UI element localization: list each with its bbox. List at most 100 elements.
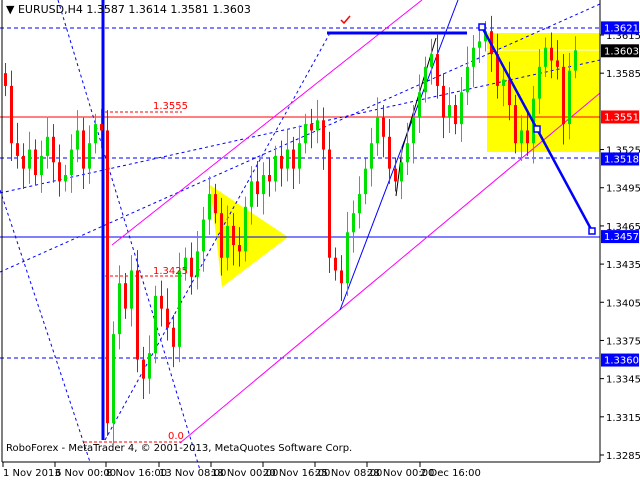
price-tag: 1.3518 (601, 152, 639, 166)
candle-body (382, 117, 385, 137)
candle-body (10, 85, 13, 144)
candle (130, 255, 133, 327)
candle-body (130, 270, 133, 309)
candle (388, 119, 391, 184)
candle-body (88, 143, 91, 169)
candle (466, 46, 469, 106)
y-tick-label: 1.3525 (606, 146, 640, 157)
candle-body (478, 41, 481, 48)
candle-body (346, 232, 349, 284)
candle-body (100, 124, 103, 131)
candle-body (454, 105, 457, 125)
y-tick-label: 1.3315 (606, 413, 640, 424)
price-tags: 1.3621 1.3603 1.3551 1.3518 1.3457 1.3360 (601, 21, 639, 367)
y-tick-label: 1.3375 (606, 336, 640, 347)
candle-body (202, 219, 205, 252)
candle (4, 63, 7, 97)
candle-body (70, 149, 73, 176)
candle (520, 115, 523, 162)
x-tick-label: 1 Nov 2013 (3, 468, 61, 479)
candle (190, 242, 193, 295)
candle-body (220, 213, 223, 258)
candle (28, 131, 31, 184)
candle-body (124, 283, 127, 309)
candle-body (256, 181, 259, 195)
y-tick-label: 1.3495 (606, 184, 640, 195)
forecast-node[interactable] (533, 125, 541, 133)
candle-body (232, 225, 235, 246)
candle-body (172, 327, 175, 347)
price-tag-bg (601, 110, 639, 124)
candle-body (334, 257, 337, 271)
candle (346, 211, 349, 296)
candle-body (22, 155, 25, 169)
target-zone-rect (487, 33, 600, 152)
candle (328, 131, 331, 274)
candle-body (94, 124, 97, 144)
open-value: 1.3587 (86, 3, 125, 16)
candle (40, 140, 43, 193)
candle-body (538, 66, 541, 99)
candle (142, 346, 145, 400)
candle-body (412, 117, 415, 144)
x-tick-label: 13 Nov 08:00 (159, 468, 226, 479)
y-axis: 1.3615 1.3585 1.3525 1.3495 1.3465 1.3435 1.34… (600, 31, 640, 462)
candle (382, 105, 385, 158)
x-tick-label: 8 Nov 16:00 (106, 468, 167, 479)
candle-body (496, 54, 499, 86)
trend-line (339, 0, 459, 311)
candle-body (280, 155, 283, 169)
candle (16, 122, 19, 169)
candle-body (262, 175, 265, 195)
candle (556, 40, 559, 80)
candle (418, 74, 421, 134)
forecast-node[interactable] (588, 227, 596, 235)
candle-body (304, 124, 307, 144)
fib-label: 1.3555 (153, 101, 188, 112)
candle (286, 129, 289, 182)
candle-body (364, 168, 367, 195)
candle-body (574, 50, 577, 71)
triangle-pattern (210, 185, 288, 287)
forecast-overlay (478, 23, 596, 235)
candle-body (550, 47, 553, 61)
candle-body (244, 206, 247, 252)
candle-body (160, 295, 163, 309)
candle (34, 139, 37, 186)
candle (424, 56, 427, 103)
channel-lower-line (179, 92, 601, 444)
candle (22, 143, 25, 190)
candle (148, 335, 151, 394)
price-tag: 1.3621 (601, 21, 639, 35)
candle (322, 107, 325, 170)
candle-body (226, 225, 229, 258)
price-tag-bg (601, 230, 639, 244)
candle-body (214, 194, 217, 214)
candle-body (274, 155, 277, 182)
candle (340, 255, 343, 302)
price-tag-label: 1.3457 (604, 232, 639, 243)
candle (88, 125, 91, 184)
candle (568, 52, 571, 140)
candle (292, 136, 295, 190)
candle-body (484, 31, 487, 42)
x-tick-label: 20 Nov 16:00 (263, 468, 330, 479)
candle (256, 161, 259, 207)
price-tag-label: 1.3518 (604, 154, 639, 165)
candle-body (112, 334, 115, 424)
candle-body (400, 162, 403, 182)
candle (310, 108, 313, 149)
collapse-triangle-icon[interactable]: ▼ (6, 3, 15, 16)
candle (526, 110, 529, 156)
candle (550, 32, 553, 79)
forecast-node[interactable] (478, 23, 486, 31)
candle-body (40, 155, 43, 176)
candle-body (34, 149, 37, 176)
candle (262, 162, 265, 215)
candle-body (166, 308, 169, 328)
price-tag: 1.3457 (601, 230, 639, 244)
candle-body (64, 175, 67, 182)
candle-body (472, 47, 475, 67)
channel-upper-line (111, 0, 423, 246)
